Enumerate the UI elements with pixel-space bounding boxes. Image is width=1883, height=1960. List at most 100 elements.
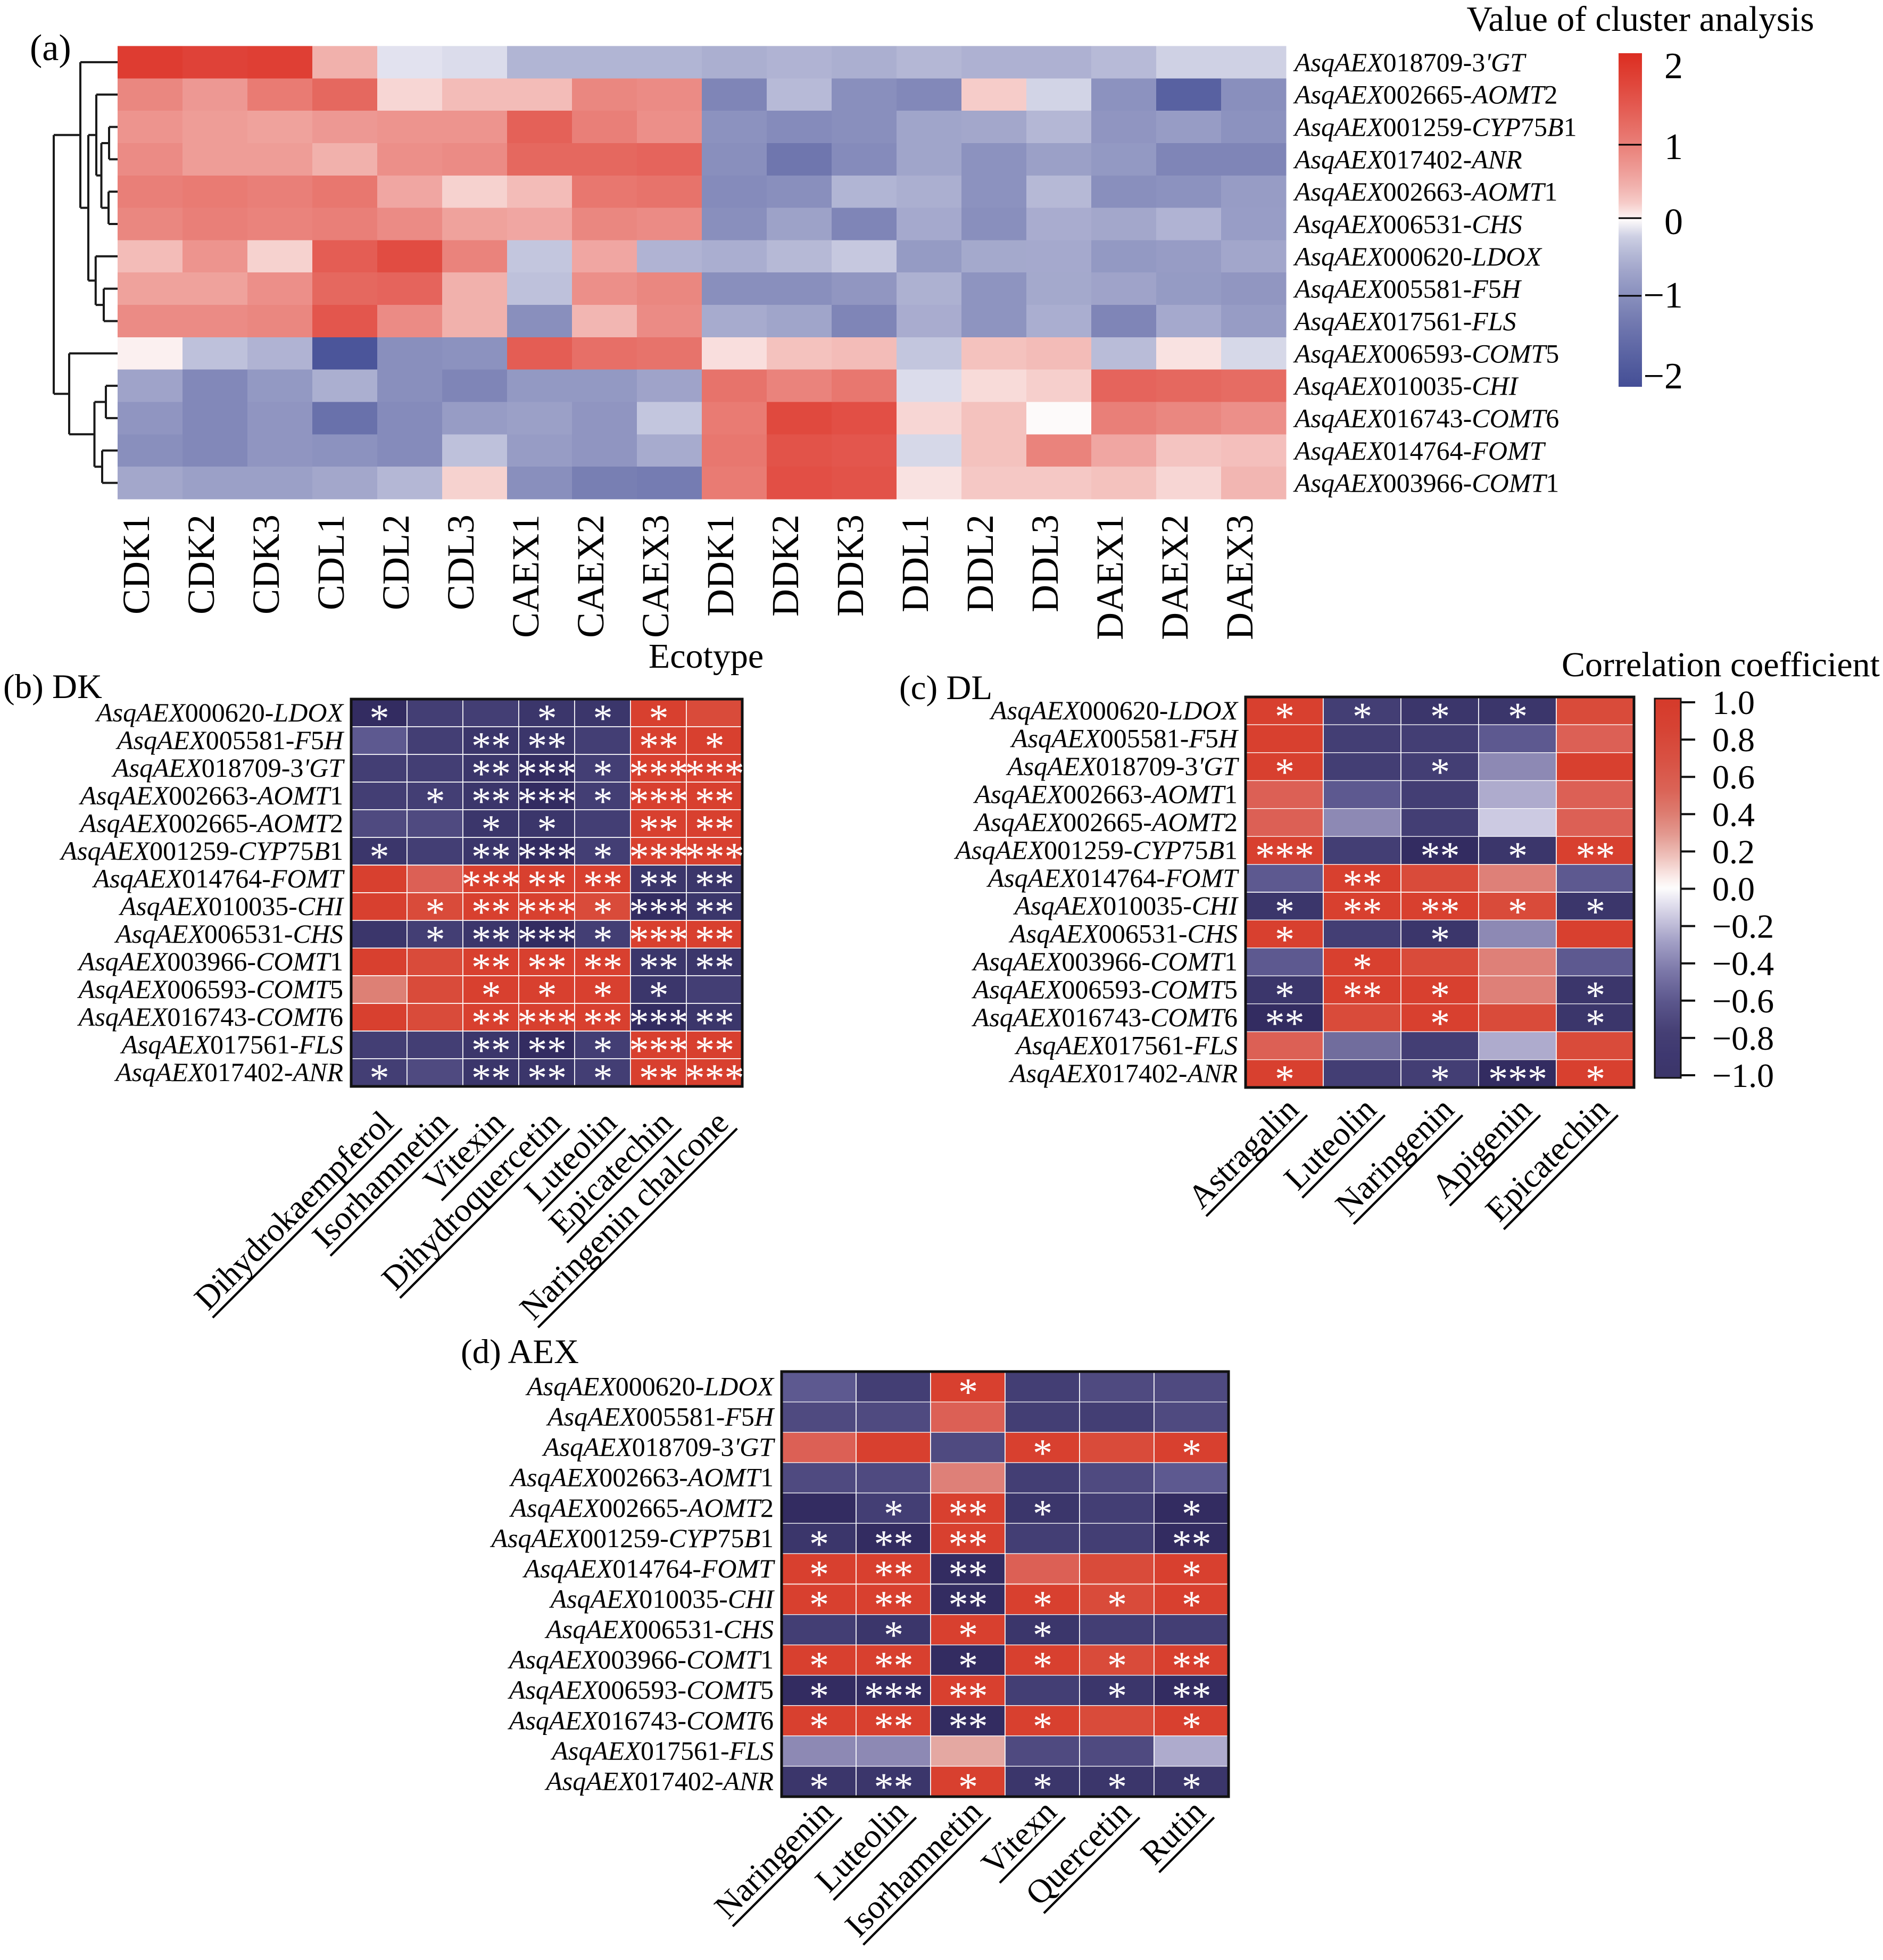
svg-text:*: *	[370, 1057, 389, 1100]
svg-text:*: *	[1107, 1583, 1127, 1627]
svg-text:(d) AEX: (d) AEX	[461, 1333, 579, 1371]
svg-text:**: **	[527, 1057, 567, 1100]
svg-text:−2: −2	[1644, 356, 1683, 397]
svg-text:CAEX1: CAEX1	[504, 514, 547, 638]
svg-text:0.4: 0.4	[1712, 795, 1755, 833]
svg-text:AsqAEX003966-COMT1: AsqAEX003966-COMT1	[77, 946, 343, 976]
svg-text:***: ***	[518, 1001, 577, 1045]
svg-text:AsqAEX000620-LDOX: AsqAEX000620-LDOX	[95, 697, 344, 727]
svg-text:AsqAEX000620-LDOX: AsqAEX000620-LDOX	[1293, 242, 1542, 271]
svg-text:AsqAEX001259-CYP75B1: AsqAEX001259-CYP75B1	[1293, 112, 1577, 142]
svg-text:***: ***	[462, 863, 521, 907]
svg-text:*: *	[1275, 918, 1295, 962]
svg-text:**: **	[471, 1001, 511, 1045]
svg-text:−1.0: −1.0	[1712, 1057, 1774, 1094]
svg-text:*: *	[809, 1766, 829, 1809]
svg-text:**: **	[1172, 1644, 1212, 1688]
svg-text:*: *	[1033, 1705, 1052, 1749]
svg-text:*: *	[809, 1674, 829, 1718]
svg-text:**: **	[527, 1029, 567, 1073]
svg-text:*: *	[1586, 1002, 1605, 1045]
svg-text:**: **	[639, 1057, 678, 1100]
svg-text:***: ***	[518, 835, 577, 879]
svg-text:0.2: 0.2	[1712, 833, 1755, 870]
svg-text:**: **	[471, 1057, 511, 1100]
svg-text:0: 0	[1664, 202, 1683, 243]
svg-text:−1: −1	[1644, 275, 1683, 316]
svg-text:*: *	[1033, 1492, 1052, 1536]
svg-text:*: *	[1430, 1058, 1450, 1101]
svg-text:CDK2: CDK2	[180, 514, 222, 614]
svg-text:AsqAEX010035-CHI: AsqAEX010035-CHI	[549, 1584, 775, 1614]
svg-text:DDK2: DDK2	[764, 514, 807, 617]
svg-text:**: **	[1343, 974, 1382, 1018]
svg-text:**: **	[639, 725, 678, 768]
svg-text:***: ***	[685, 835, 744, 879]
svg-text:AsqAEX006531-CHS: AsqAEX006531-CHS	[1008, 919, 1238, 949]
svg-text:*: *	[1353, 695, 1372, 738]
svg-text:AsqAEX017561-FLS: AsqAEX017561-FLS	[120, 1029, 343, 1059]
svg-text:(a): (a)	[30, 28, 71, 69]
svg-text:0.0: 0.0	[1712, 870, 1755, 908]
svg-text:AsqAEX000620-LDOX: AsqAEX000620-LDOX	[989, 695, 1239, 725]
svg-text:**: **	[695, 891, 734, 934]
svg-text:CDK3: CDK3	[245, 514, 287, 614]
svg-text:***: ***	[518, 752, 577, 796]
svg-text:**: **	[949, 1523, 988, 1566]
svg-text:**: **	[1421, 890, 1460, 934]
svg-text:0.6: 0.6	[1712, 758, 1755, 796]
svg-text:**: **	[471, 725, 511, 768]
svg-text:*: *	[1107, 1766, 1127, 1809]
svg-text:*: *	[1107, 1644, 1127, 1688]
svg-text:*: *	[1182, 1705, 1201, 1749]
svg-text:**: **	[471, 918, 511, 962]
svg-text:*: *	[1182, 1553, 1201, 1597]
svg-text:*: *	[537, 808, 557, 851]
svg-text:AsqAEX018709-3'GT: AsqAEX018709-3'GT	[542, 1432, 775, 1462]
svg-text:DAEX2: DAEX2	[1154, 514, 1196, 640]
svg-text:**: **	[471, 752, 511, 796]
svg-text:*: *	[1275, 695, 1295, 738]
svg-text:AsqAEX005581-F5H: AsqAEX005581-F5H	[115, 725, 345, 755]
svg-text:**: **	[949, 1492, 988, 1536]
svg-text:AsqAEX017402-ANR: AsqAEX017402-ANR	[544, 1766, 774, 1796]
svg-text:***: ***	[518, 891, 577, 934]
svg-text:**: **	[1576, 835, 1615, 878]
svg-text:**: **	[527, 863, 567, 907]
svg-text:AsqAEX017402-ANR: AsqAEX017402-ANR	[1008, 1058, 1238, 1088]
svg-text:AsqAEX006593-COMT5: AsqAEX006593-COMT5	[77, 974, 343, 1004]
svg-text:AsqAEX006593-COMT5: AsqAEX006593-COMT5	[972, 975, 1238, 1004]
svg-text:Ecotype: Ecotype	[649, 637, 764, 676]
svg-text:AsqAEX000620-LDOX: AsqAEX000620-LDOX	[525, 1372, 775, 1401]
svg-text:*: *	[649, 697, 669, 741]
svg-text:*: *	[1033, 1583, 1052, 1627]
svg-text:*: *	[809, 1583, 829, 1627]
svg-text:AsqAEX010035-CHI: AsqAEX010035-CHI	[119, 891, 345, 921]
svg-text:*: *	[1275, 751, 1295, 794]
svg-text:AsqAEX017402-ANR: AsqAEX017402-ANR	[1293, 144, 1522, 174]
svg-text:AsqAEX016743-COMT6: AsqAEX016743-COMT6	[77, 1002, 343, 1032]
svg-text:*: *	[426, 891, 445, 934]
svg-text:*: *	[370, 697, 389, 741]
svg-text:*: *	[884, 1614, 903, 1657]
svg-text:*: *	[958, 1766, 978, 1809]
svg-text:AsqAEX003966-COMT1: AsqAEX003966-COMT1	[972, 946, 1238, 976]
svg-text:DDK3: DDK3	[829, 514, 872, 617]
svg-text:AsqAEX014764-FOMT: AsqAEX014764-FOMT	[92, 863, 345, 893]
svg-text:**: **	[695, 780, 734, 824]
svg-text:***: ***	[629, 1001, 689, 1045]
svg-text:AsqAEX016743-COMT6: AsqAEX016743-COMT6	[1293, 403, 1559, 433]
svg-text:DDK1: DDK1	[699, 514, 742, 617]
svg-text:*: *	[809, 1523, 829, 1566]
svg-text:*: *	[1107, 1674, 1127, 1718]
svg-text:*: *	[1430, 751, 1450, 794]
svg-text:AsqAEX017561-FLS: AsqAEX017561-FLS	[550, 1735, 774, 1765]
svg-text:CDL1: CDL1	[310, 514, 352, 610]
svg-text:CAEX3: CAEX3	[634, 514, 677, 638]
svg-text:*: *	[593, 1029, 613, 1073]
svg-text:***: ***	[864, 1674, 923, 1718]
svg-text:*: *	[1182, 1492, 1201, 1536]
svg-text:Correlation coefficient: Correlation coefficient	[1562, 645, 1880, 684]
svg-text:***: ***	[629, 1029, 689, 1073]
svg-text:−0.6: −0.6	[1712, 982, 1774, 1020]
